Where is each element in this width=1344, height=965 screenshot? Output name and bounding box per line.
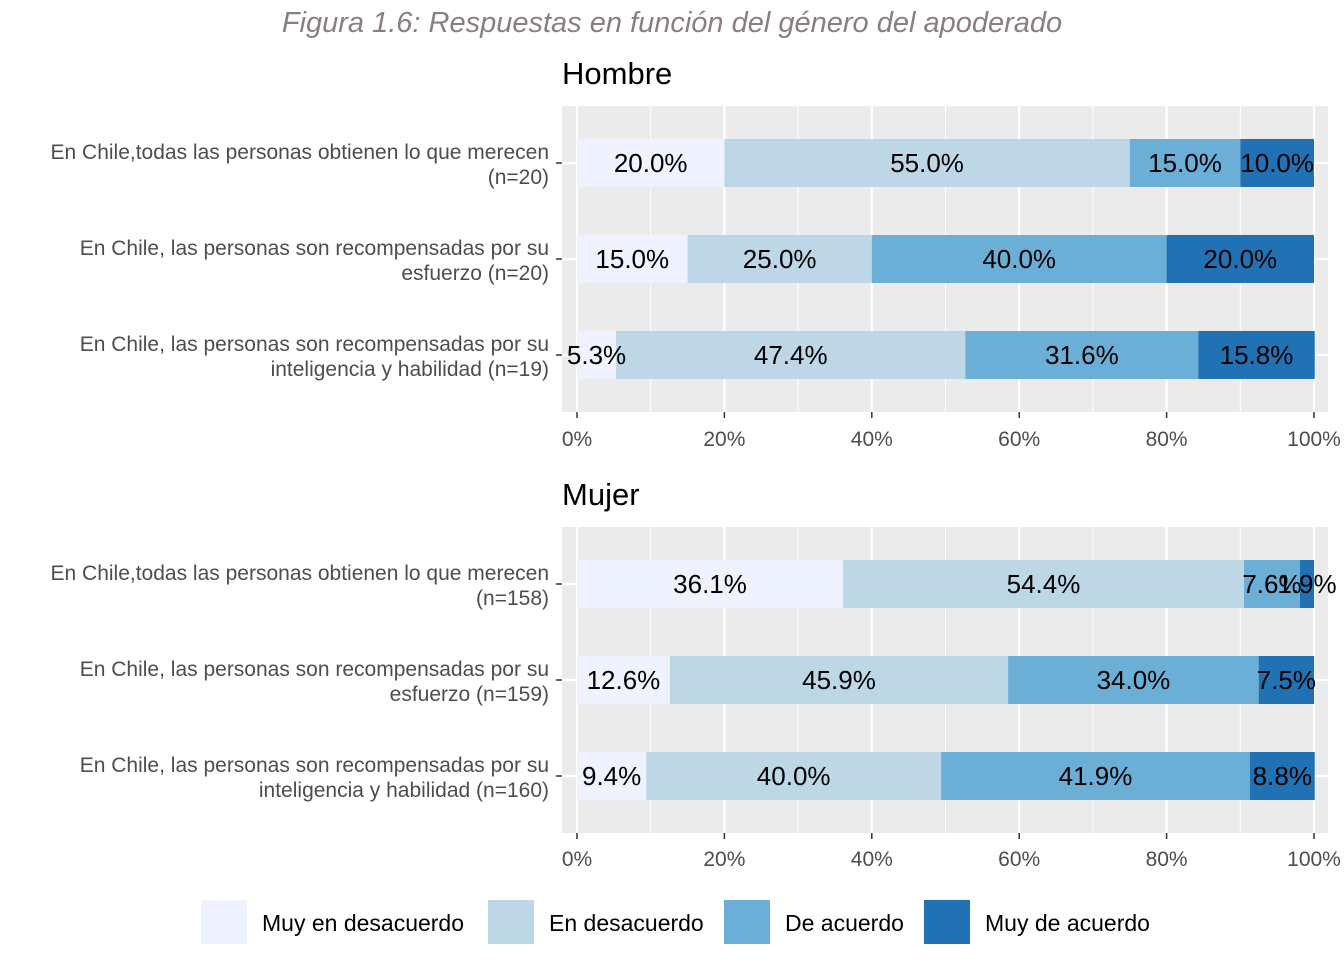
bar-segment [1243,560,1300,608]
x-tick-label: 60% [998,428,1040,451]
legend-key [724,900,770,944]
chart-panels: Hombre 0% 20% 40% 60% 80% 100% En Chile,todas l… [51,56,1341,871]
data-label: 7.6% [1242,569,1301,599]
bar-segment [871,235,1167,283]
data-label: 9.4% [582,761,641,791]
x-tick-label: 100% [1287,428,1341,451]
category-label: En Chile,todas las personas obtienen lo … [51,141,549,189]
bar-segment [577,331,617,379]
bar-segment [1129,139,1241,187]
panel-mujer: Mujer 0% 20% 40% 60% 80% 100% En Chile,todas la… [51,477,1341,871]
legend-key [201,900,247,944]
legend-label: Muy en desacuerdo [262,910,464,936]
legend-key [488,900,534,944]
x-tick-label: 20% [703,848,745,871]
data-label: 7.5% [1257,665,1316,695]
bar-segment [687,235,872,283]
data-label: 36.1% [673,569,747,599]
panel-title: Hombre [562,56,672,91]
data-label: 31.6% [1045,340,1119,370]
bar-segment [577,656,670,704]
data-label: 34.0% [1097,665,1171,695]
bar-segment [577,560,844,608]
bar-segment [1258,656,1314,704]
data-label: 5.3% [567,340,626,370]
x-tick-label: 80% [1146,428,1188,451]
bar-segment [1198,331,1315,379]
bar-segment [724,139,1130,187]
data-label: 20.0% [614,148,688,178]
data-label: 12.6% [587,665,661,695]
category-label: En Chile, las personas son recompensadas… [80,754,549,802]
legend: Muy en desacuerdo En desacuerdo De acuerdo… [201,900,1150,944]
bar-segment [1249,752,1315,800]
x-tick-label: 0% [562,848,592,871]
data-label: 20.0% [1203,244,1277,274]
data-label: 15.0% [595,244,669,274]
bar-segment [646,752,942,800]
data-label: 25.0% [743,244,817,274]
x-tick-label: 100% [1287,848,1341,871]
bar-segment [1240,139,1314,187]
x-tick-label: 0% [562,428,592,451]
panel-hombre: Hombre 0% 20% 40% 60% 80% 100% En Chile,todas l… [51,56,1341,451]
data-label: 1.9% [1277,569,1336,599]
bar-segment [1008,656,1259,704]
legend-label: De acuerdo [785,910,904,936]
bar-segment [669,656,1009,704]
bar-segment [577,139,725,187]
x-tick-label: 80% [1146,848,1188,871]
bar-segment [577,235,688,283]
bar-segment [1166,235,1314,283]
data-label: 8.8% [1253,761,1312,791]
bar-segment [577,752,647,800]
legend-label: En desacuerdo [549,910,704,936]
legend-key [924,900,970,944]
data-label: 54.4% [1007,569,1081,599]
category-label: En Chile, las personas son recompensadas… [80,658,549,706]
figure-title: Figura 1.6: Respuestas en función del gé… [282,7,1062,39]
x-tick-label: 20% [703,428,745,451]
category-label: En Chile, las personas son recompensadas… [80,333,549,381]
bar-segment [843,560,1244,608]
x-tick-label: 40% [851,428,893,451]
x-tick-label: 60% [998,848,1040,871]
data-label: 47.4% [754,340,828,370]
data-label: 40.0% [757,761,831,791]
data-label: 45.9% [802,665,876,695]
data-label: 15.0% [1148,148,1222,178]
category-label: En Chile,todas las personas obtienen lo … [51,562,549,610]
x-tick-label: 40% [851,848,893,871]
panel-title: Mujer [562,477,640,512]
data-label: 55.0% [890,148,964,178]
bar-segment [965,331,1199,379]
bar-segment [1299,560,1314,608]
data-label: 40.0% [982,244,1056,274]
data-label: 10.0% [1240,148,1314,178]
bar-segment [941,752,1250,800]
bar-segment [616,331,966,379]
data-label: 15.8% [1220,340,1294,370]
data-label: 41.9% [1059,761,1133,791]
category-label: En Chile, las personas son recompensadas… [80,237,549,285]
legend-label: Muy de acuerdo [985,910,1150,936]
